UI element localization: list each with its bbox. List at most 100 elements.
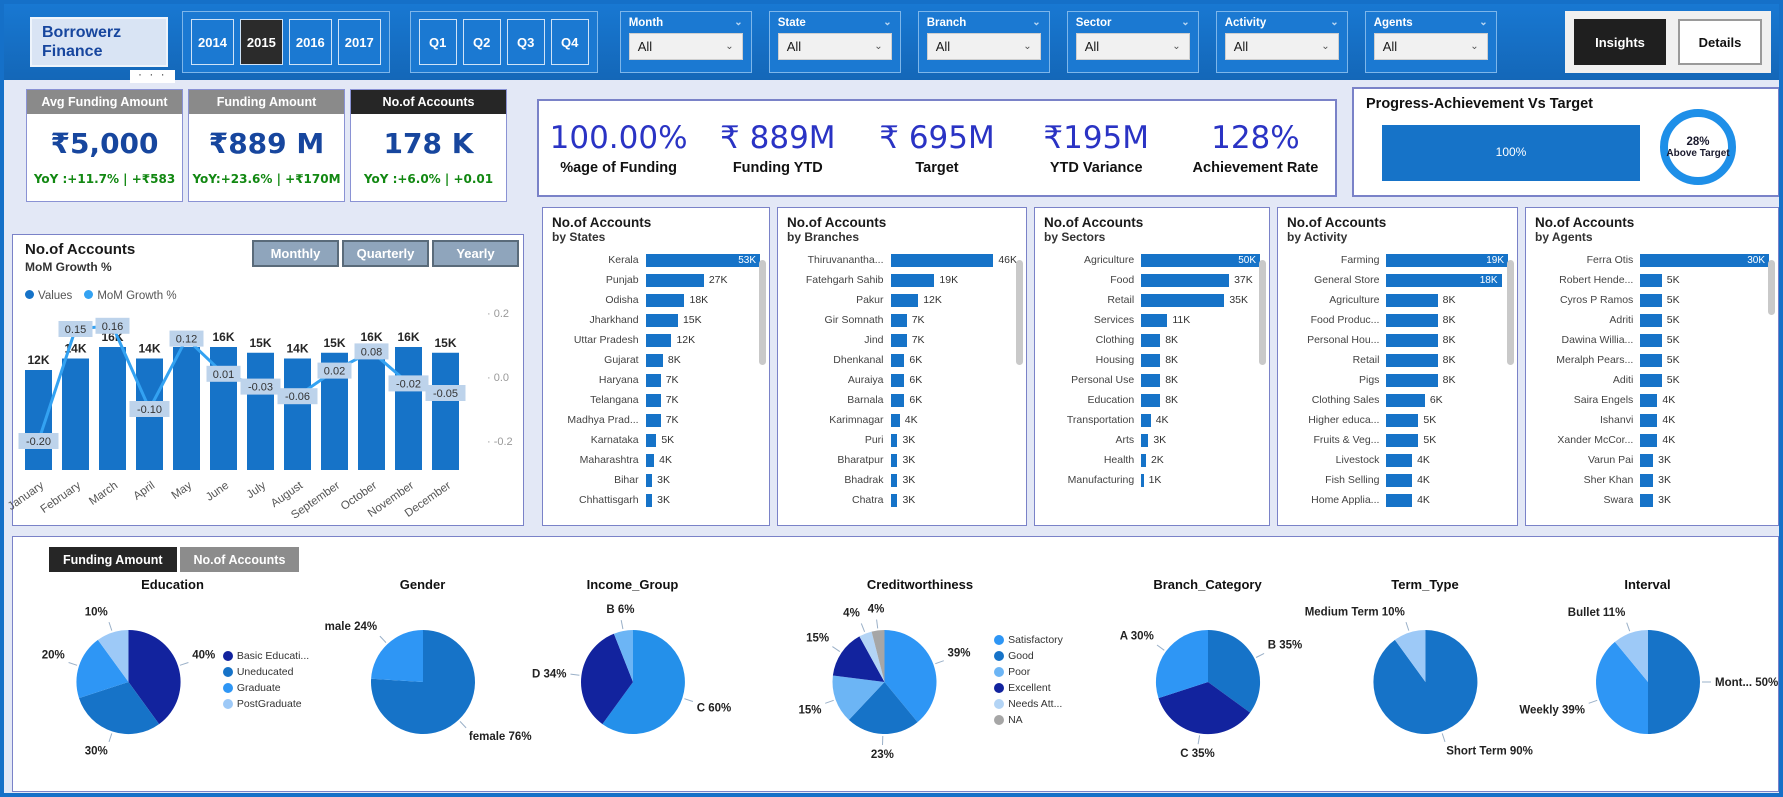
bar[interactable] (1386, 433, 1419, 447)
bar-row[interactable]: Telangana 7K (552, 390, 760, 410)
bar[interactable] (890, 453, 898, 467)
month-bar[interactable] (25, 370, 52, 470)
bar[interactable] (890, 413, 900, 427)
bar[interactable]: 30K (1640, 253, 1769, 267)
chevron-down-icon[interactable]: ⌄ (734, 17, 743, 28)
bar-row[interactable]: Agriculture 50K (1044, 250, 1260, 270)
quarter-button-q2[interactable]: Q2 (462, 19, 501, 65)
bar[interactable] (645, 453, 655, 467)
filter-dropdown[interactable]: All ⌄ (1373, 33, 1488, 60)
month-bar[interactable] (62, 358, 89, 471)
pie-slice-b[interactable] (613, 630, 633, 682)
pie-slice-excellent[interactable] (832, 636, 885, 682)
bar-row[interactable]: Clothing Sales 6K (1287, 390, 1508, 410)
quarterly-button[interactable]: Quarterly (342, 240, 429, 267)
progress-bar[interactable]: 100% (1382, 125, 1640, 181)
bar[interactable] (1141, 353, 1161, 367)
scrollbar-thumb[interactable] (1768, 260, 1775, 315)
bar[interactable] (645, 413, 661, 427)
month-bar[interactable] (173, 347, 200, 470)
filter-dropdown[interactable]: All ⌄ (1224, 33, 1339, 60)
bar-row[interactable]: Gujarat 8K (552, 350, 760, 370)
bar-row[interactable]: Adriti 5K (1535, 310, 1769, 330)
year-button-2016[interactable]: 2016 (288, 19, 332, 65)
bar[interactable] (1141, 433, 1149, 447)
pie-slice-a[interactable] (1155, 629, 1208, 699)
bar-row[interactable]: Transportation 4K (1044, 410, 1260, 430)
combo-chart-plot[interactable]: · 0.2 · 0.0 · -0.2 12K January 14K February 16K… (6, 235, 523, 530)
bar[interactable] (1640, 353, 1662, 367)
bar-row[interactable]: Cyros P Ramos 5K (1535, 290, 1769, 310)
pie-slice-male[interactable] (370, 630, 423, 682)
bar[interactable] (890, 313, 907, 327)
bar[interactable] (1640, 493, 1654, 507)
bar[interactable] (890, 433, 898, 447)
bar-row[interactable]: Personal Hou... 8K (1287, 330, 1508, 350)
bar[interactable] (645, 333, 672, 347)
chevron-down-icon[interactable]: ⌄ (1330, 17, 1339, 28)
bar[interactable] (1640, 273, 1662, 287)
scrollbar-thumb[interactable] (1507, 260, 1514, 365)
pie-slice-poor[interactable] (832, 675, 885, 720)
bar[interactable] (1640, 293, 1662, 307)
pie-slice-c[interactable] (1158, 682, 1250, 735)
bar[interactable] (645, 353, 663, 367)
bar-row[interactable]: Bihar 3K (552, 470, 760, 490)
bar[interactable]: 50K (1141, 253, 1260, 267)
bar-row[interactable]: Higher educa... 5K (1287, 410, 1508, 430)
bar-row[interactable]: Retail 8K (1287, 350, 1508, 370)
bar[interactable] (1141, 393, 1161, 407)
bar[interactable] (1386, 393, 1425, 407)
bar[interactable] (890, 393, 905, 407)
bar-row[interactable]: Livestock 4K (1287, 450, 1508, 470)
bar-row[interactable]: Madhya Prad... 7K (552, 410, 760, 430)
bar[interactable] (890, 473, 898, 487)
bar[interactable] (645, 473, 653, 487)
month-bar[interactable] (358, 347, 385, 470)
quarter-button-q1[interactable]: Q1 (418, 19, 457, 65)
bar-row[interactable]: Farming 19K (1287, 250, 1508, 270)
bar-row[interactable]: Thiruvanantha... 46K (787, 250, 1017, 270)
bar-row[interactable]: Dhenkanal 6K (787, 350, 1017, 370)
scrollbar-thumb[interactable] (759, 260, 766, 365)
bar[interactable] (1640, 333, 1662, 347)
pie-slice-weekly[interactable] (1595, 641, 1648, 734)
bar-row[interactable]: Varun Pai 3K (1535, 450, 1769, 470)
bar[interactable] (1640, 393, 1658, 407)
bar[interactable] (645, 433, 657, 447)
bar-row[interactable]: Karnataka 5K (552, 430, 760, 450)
bar[interactable] (1141, 333, 1161, 347)
month-bar[interactable] (284, 358, 311, 471)
bar[interactable] (890, 493, 898, 507)
bar[interactable] (1141, 473, 1144, 487)
year-button-2014[interactable]: 2014 (191, 19, 234, 65)
pie-slice-postgraduate[interactable] (97, 629, 129, 682)
pie-slice-good[interactable] (848, 682, 918, 734)
bar[interactable] (890, 353, 905, 367)
bar-row[interactable]: Health 2K (1044, 450, 1260, 470)
bar-row[interactable]: Karimnagar 4K (787, 410, 1017, 430)
bar-row[interactable]: Haryana 7K (552, 370, 760, 390)
year-button-2015[interactable]: 2015 (239, 19, 283, 65)
bar[interactable] (1640, 473, 1654, 487)
bar[interactable] (1141, 273, 1230, 287)
bar-row[interactable]: Retail 35K (1044, 290, 1260, 310)
bar[interactable] (1386, 473, 1413, 487)
quarter-button-q4[interactable]: Q4 (550, 19, 589, 65)
bar[interactable] (1386, 413, 1419, 427)
bar-row[interactable]: Jind 7K (787, 330, 1017, 350)
bar[interactable] (1141, 453, 1146, 467)
pie-slice-na[interactable] (871, 629, 885, 682)
bar-row[interactable]: Bhadrak 3K (787, 470, 1017, 490)
bar[interactable] (890, 373, 905, 387)
bar[interactable] (645, 493, 653, 507)
quarter-button-q3[interactable]: Q3 (506, 19, 545, 65)
bar-row[interactable]: Chhattisgarh 3K (552, 490, 760, 510)
pie-slice-short-term[interactable] (1372, 630, 1477, 734)
bar-row[interactable]: Sher Khan 3K (1535, 470, 1769, 490)
bar[interactable] (645, 293, 685, 307)
bar-row[interactable]: Gir Somnath 7K (787, 310, 1017, 330)
bar-row[interactable]: Ferra Otis 30K (1535, 250, 1769, 270)
bar-row[interactable]: Swara 3K (1535, 490, 1769, 510)
bar[interactable] (645, 273, 704, 287)
